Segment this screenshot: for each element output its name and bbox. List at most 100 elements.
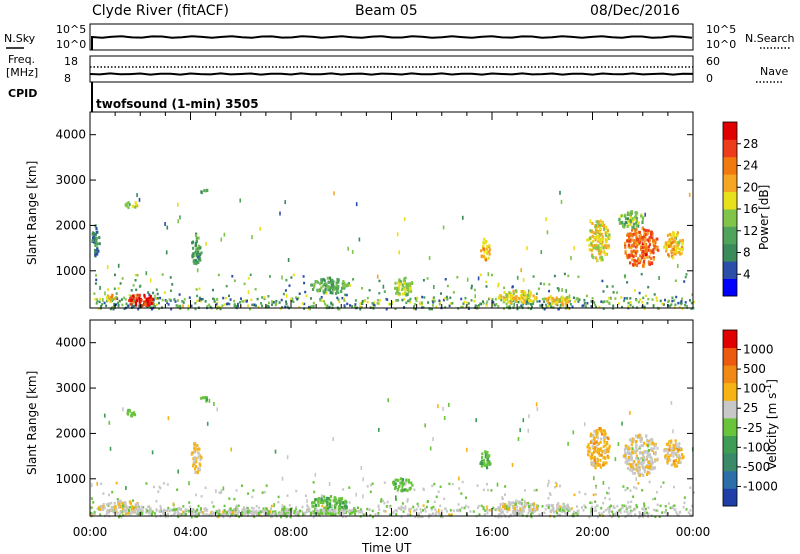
range-cell <box>228 302 231 306</box>
range-cell <box>319 509 322 513</box>
freq-trace <box>89 72 694 76</box>
range-cell <box>598 238 601 242</box>
range-cell <box>331 278 334 282</box>
range-cell <box>192 509 195 513</box>
range-cell <box>409 301 412 304</box>
range-cell <box>265 507 268 511</box>
range-cell <box>156 292 159 296</box>
range-cell <box>525 302 528 306</box>
range-cell <box>195 470 199 474</box>
range-cell <box>290 297 293 301</box>
range-cell <box>611 510 614 513</box>
range-cell <box>651 438 654 441</box>
power-heatmap <box>91 188 695 311</box>
range-cell <box>147 505 149 509</box>
range-cell <box>643 251 646 255</box>
range-cell <box>147 303 150 307</box>
range-cell <box>426 277 429 280</box>
range-cell <box>512 297 515 301</box>
range-cell <box>314 503 317 507</box>
range-cell <box>650 256 653 260</box>
range-cell <box>590 300 593 303</box>
range-cell <box>373 301 376 304</box>
range-cell <box>345 284 348 288</box>
range-cell <box>359 308 362 311</box>
range-cell <box>226 302 229 305</box>
range-cell <box>177 202 179 207</box>
range-cell <box>679 460 682 464</box>
range-cell <box>444 306 447 309</box>
range-cell <box>264 509 267 513</box>
range-cell <box>92 501 95 504</box>
colorbar-swatch <box>723 261 737 279</box>
range-cell <box>334 291 338 295</box>
range-cell <box>194 457 197 461</box>
range-cell <box>670 439 673 443</box>
range-cell <box>413 488 416 491</box>
range-cell <box>643 240 646 244</box>
range-cell <box>337 280 340 284</box>
range-cell <box>498 513 501 516</box>
y-tick-label: 1000 <box>55 264 86 278</box>
range-cell <box>638 240 641 244</box>
range-cell <box>280 515 283 519</box>
range-cell <box>561 288 563 292</box>
range-cell <box>131 204 134 208</box>
range-cell <box>235 510 238 513</box>
range-cell <box>671 299 674 303</box>
range-cell <box>235 305 238 308</box>
range-cell <box>594 466 597 470</box>
range-cell <box>293 511 296 515</box>
range-cell <box>183 510 186 514</box>
range-cell <box>416 296 419 300</box>
range-cell <box>547 304 550 308</box>
range-cell <box>438 299 441 302</box>
range-cell <box>425 505 428 509</box>
range-cell <box>414 297 417 300</box>
range-cell <box>205 513 208 516</box>
nsky-label: N.Sky <box>4 32 36 45</box>
range-cell <box>628 447 631 451</box>
range-cell <box>599 428 603 432</box>
range-cell <box>608 233 611 237</box>
range-cell <box>325 499 328 503</box>
range-cell <box>643 305 646 309</box>
range-cell <box>635 235 638 239</box>
range-cell <box>179 507 182 511</box>
range-cell <box>470 286 473 290</box>
range-cell <box>277 500 280 504</box>
range-cell <box>522 302 525 306</box>
range-cell <box>586 302 589 305</box>
range-cell <box>600 453 603 457</box>
range-cell <box>140 505 143 509</box>
range-cell <box>418 513 420 517</box>
range-cell <box>684 301 687 304</box>
range-cell <box>457 503 460 506</box>
range-cell <box>569 508 572 512</box>
colorbar-swatch <box>723 243 737 262</box>
range-cell <box>525 295 528 299</box>
range-cell <box>598 305 601 309</box>
range-cell <box>661 302 664 305</box>
range-cell <box>137 506 140 510</box>
colorbar-swatch <box>723 191 737 210</box>
range-cell <box>394 286 397 290</box>
range-cell <box>304 290 307 294</box>
range-cell <box>152 305 155 308</box>
power-x-ticks <box>89 112 694 308</box>
range-cell <box>366 485 369 488</box>
range-cell <box>626 281 629 284</box>
range-cell <box>523 300 526 304</box>
range-cell <box>677 241 680 245</box>
range-cell <box>688 192 691 197</box>
range-cell <box>268 510 272 514</box>
range-cell <box>669 232 672 236</box>
range-cell <box>224 511 227 515</box>
range-cell <box>94 243 97 247</box>
range-cell <box>398 288 401 292</box>
range-cell <box>445 510 448 513</box>
range-cell <box>336 287 339 291</box>
range-cell <box>509 292 512 296</box>
range-cell <box>599 256 602 260</box>
range-cell <box>502 307 505 310</box>
